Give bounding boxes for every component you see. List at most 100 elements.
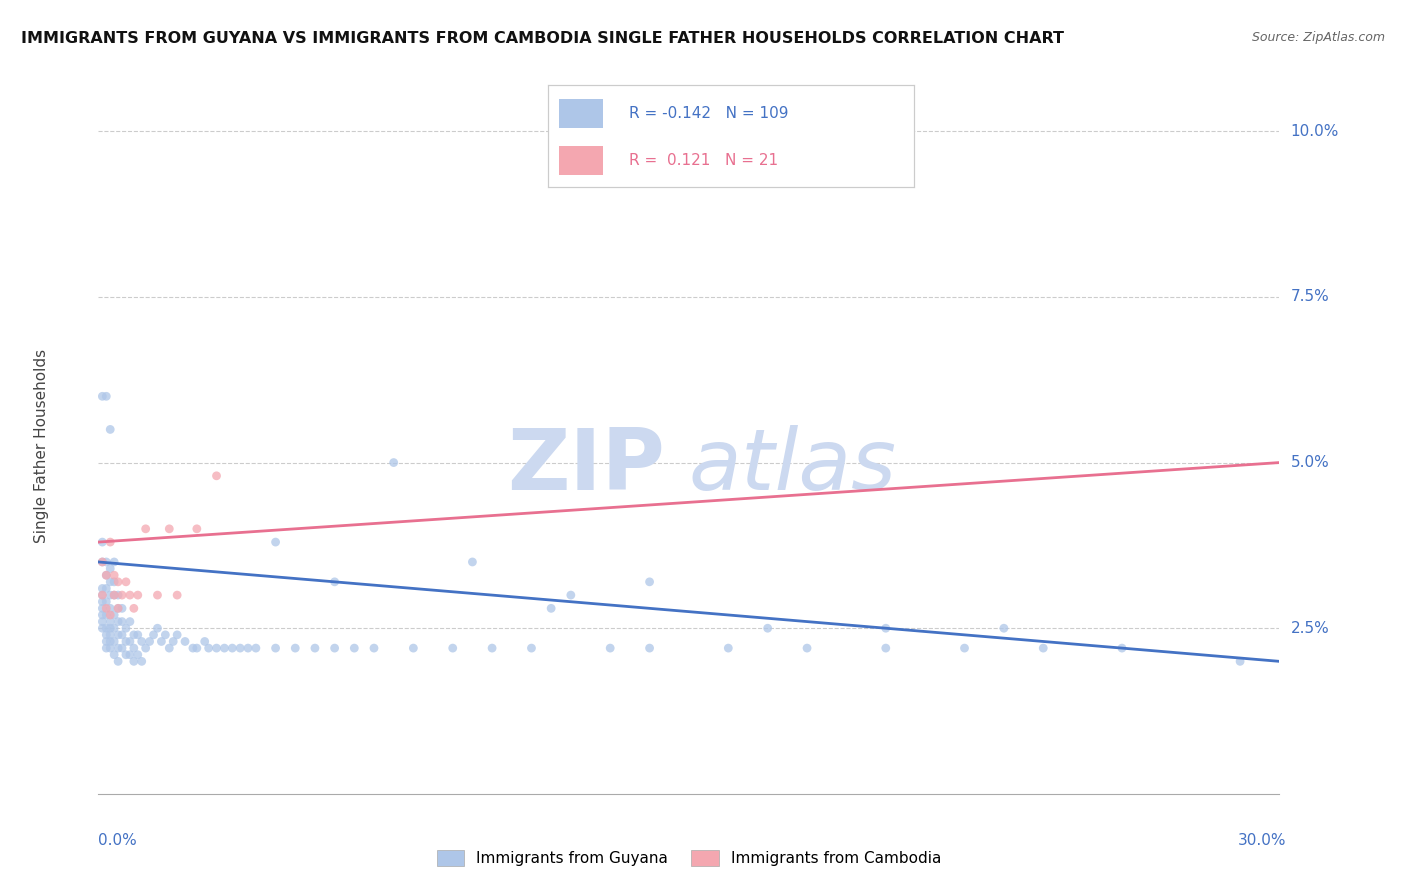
- Point: [181, 641, 204, 656]
- Point: [118, 615, 141, 629]
- Point: [993, 621, 1015, 635]
- Point: [127, 628, 149, 642]
- Point: [174, 634, 197, 648]
- Point: [98, 535, 121, 549]
- Point: [304, 641, 326, 656]
- Point: [118, 588, 141, 602]
- Point: [638, 574, 661, 589]
- Point: [115, 621, 138, 635]
- Text: IMMIGRANTS FROM GUYANA VS IMMIGRANTS FROM CAMBODIA SINGLE FATHER HOUSEHOLDS CORR: IMMIGRANTS FROM GUYANA VS IMMIGRANTS FRO…: [21, 31, 1064, 46]
- Point: [166, 588, 188, 602]
- Point: [103, 588, 125, 602]
- Point: [796, 641, 818, 656]
- Point: [146, 588, 169, 602]
- Text: Single Father Households: Single Father Households: [34, 349, 49, 543]
- Point: [186, 522, 208, 536]
- Point: [236, 641, 259, 656]
- Point: [135, 641, 157, 656]
- Point: [127, 648, 149, 662]
- FancyBboxPatch shape: [560, 146, 603, 175]
- Text: ZIP: ZIP: [508, 425, 665, 508]
- Point: [363, 641, 385, 656]
- Point: [382, 456, 405, 470]
- Point: [122, 654, 145, 668]
- Point: [91, 615, 114, 629]
- Text: 0.0%: 0.0%: [98, 833, 138, 847]
- Point: [323, 641, 346, 656]
- Point: [98, 628, 121, 642]
- Point: [520, 641, 543, 656]
- Point: [96, 389, 118, 403]
- Point: [98, 621, 121, 635]
- Point: [103, 574, 125, 589]
- Point: [103, 588, 125, 602]
- Point: [98, 607, 121, 622]
- Point: [115, 574, 138, 589]
- Point: [157, 522, 180, 536]
- Point: [155, 628, 177, 642]
- Point: [91, 595, 114, 609]
- Point: [96, 582, 118, 596]
- Point: [245, 641, 267, 656]
- Point: [91, 601, 114, 615]
- Point: [91, 535, 114, 549]
- Point: [98, 561, 121, 575]
- Point: [214, 641, 236, 656]
- Text: 7.5%: 7.5%: [1291, 289, 1329, 304]
- Point: [150, 634, 173, 648]
- Point: [91, 389, 114, 403]
- Text: Source: ZipAtlas.com: Source: ZipAtlas.com: [1251, 31, 1385, 45]
- Point: [157, 641, 180, 656]
- Point: [103, 568, 125, 582]
- Point: [953, 641, 976, 656]
- Text: R =  0.121   N = 21: R = 0.121 N = 21: [628, 153, 778, 169]
- Point: [98, 601, 121, 615]
- Point: [717, 641, 740, 656]
- Point: [131, 634, 153, 648]
- Point: [107, 654, 129, 668]
- Point: [103, 555, 125, 569]
- Point: [96, 601, 118, 615]
- Point: [540, 601, 562, 615]
- Point: [96, 641, 118, 656]
- Point: [138, 634, 160, 648]
- Point: [111, 615, 134, 629]
- Point: [96, 634, 118, 648]
- Point: [264, 535, 287, 549]
- Point: [115, 648, 138, 662]
- Point: [875, 621, 897, 635]
- Point: [343, 641, 366, 656]
- Point: [103, 634, 125, 648]
- Point: [103, 607, 125, 622]
- Point: [127, 588, 149, 602]
- Point: [323, 574, 346, 589]
- Point: [205, 468, 228, 483]
- Point: [638, 641, 661, 656]
- Point: [98, 574, 121, 589]
- Point: [441, 641, 464, 656]
- Text: 30.0%: 30.0%: [1239, 833, 1286, 847]
- Point: [402, 641, 425, 656]
- Point: [1111, 641, 1133, 656]
- Point: [103, 621, 125, 635]
- Point: [107, 601, 129, 615]
- Point: [96, 568, 118, 582]
- Point: [107, 601, 129, 615]
- Point: [91, 607, 114, 622]
- Point: [96, 628, 118, 642]
- Point: [122, 601, 145, 615]
- Point: [107, 641, 129, 656]
- Point: [229, 641, 252, 656]
- Point: [1032, 641, 1054, 656]
- Point: [875, 641, 897, 656]
- Point: [186, 641, 208, 656]
- Point: [98, 588, 121, 602]
- Point: [96, 621, 118, 635]
- Point: [599, 641, 621, 656]
- Point: [118, 634, 141, 648]
- Point: [118, 648, 141, 662]
- Point: [131, 654, 153, 668]
- Text: 10.0%: 10.0%: [1291, 124, 1339, 139]
- Point: [91, 582, 114, 596]
- Point: [122, 628, 145, 642]
